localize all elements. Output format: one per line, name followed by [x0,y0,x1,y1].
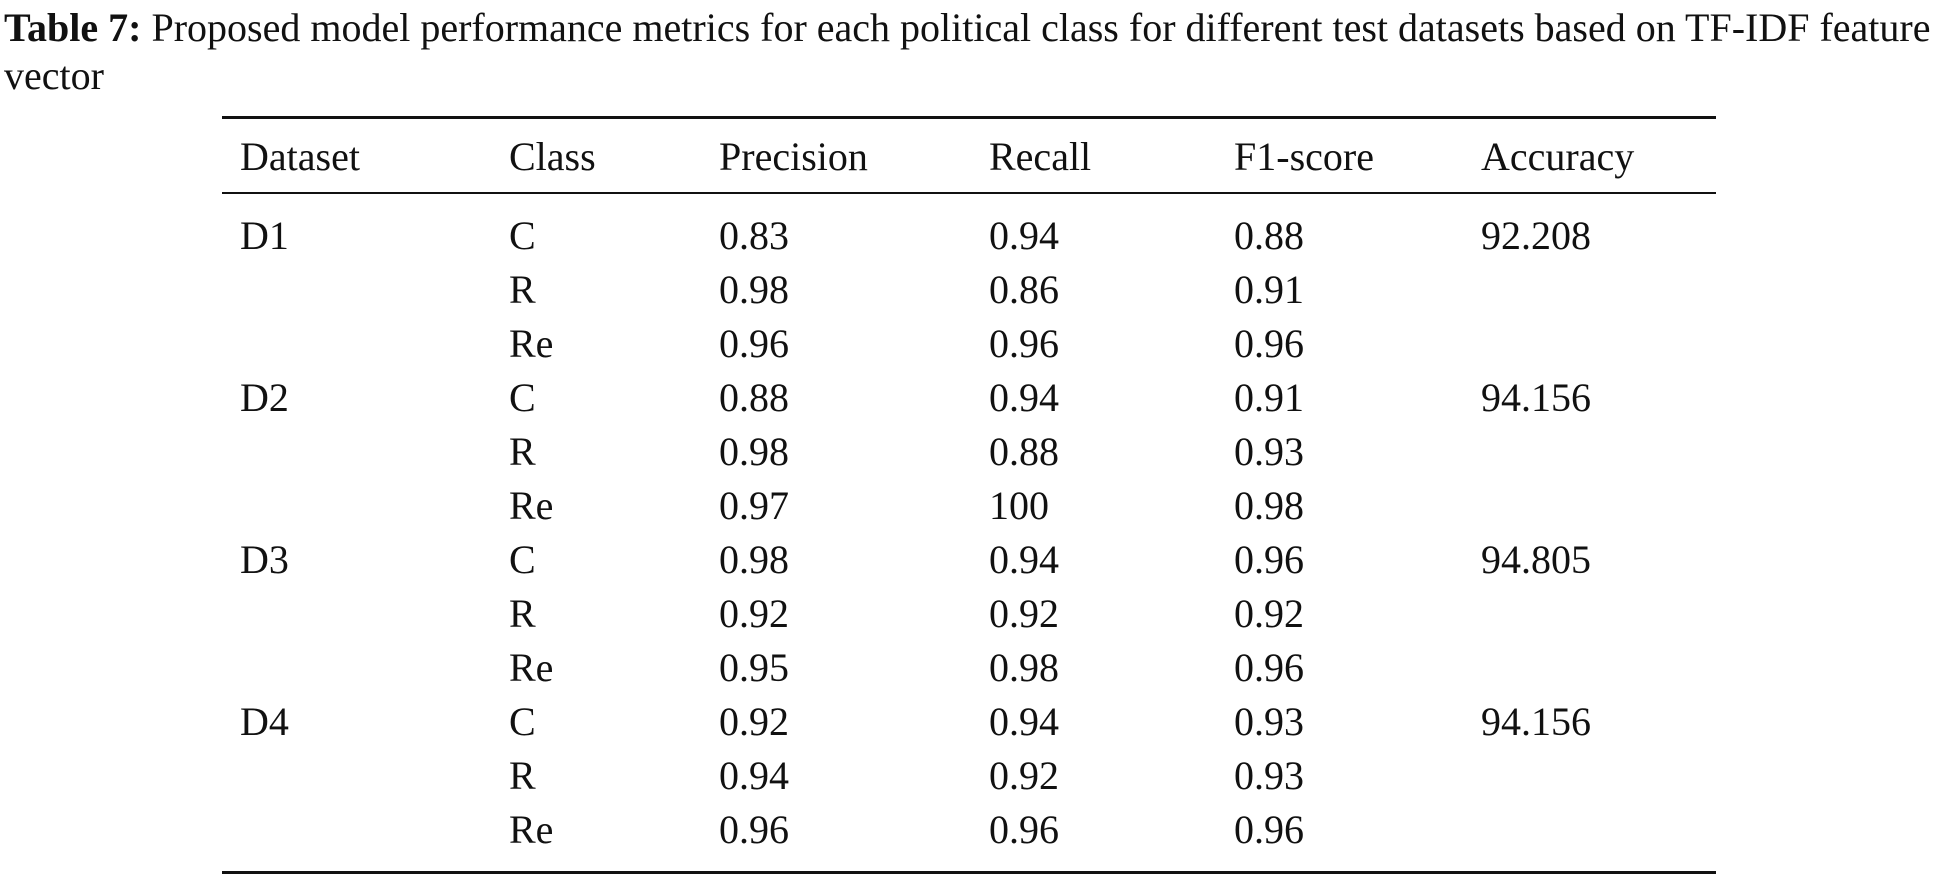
cell-precision: 0.98 [719,537,789,582]
cell-accuracy: 92.208 [1481,213,1591,258]
cell-f1-score: 0.91 [1234,267,1304,312]
cell-class: Re [509,483,554,528]
cell-recall: 0.98 [989,645,1059,690]
cell-f1-score: 0.96 [1234,321,1304,366]
cell-class: R [509,753,536,798]
cell-f1-score: 0.93 [1234,699,1304,744]
cell-recall: 0.96 [989,807,1059,852]
cell-f1-score: 0.92 [1234,591,1304,636]
cell-precision: 0.97 [719,483,789,528]
cell-precision: 0.96 [719,807,789,852]
cell-f1-score: 0.93 [1234,429,1304,474]
header-class: Class [509,134,596,179]
table-caption: Table 7: Proposed model performance metr… [4,4,1949,100]
cell-precision: 0.98 [719,267,789,312]
cell-recall: 0.92 [989,753,1059,798]
cell-class: C [509,537,536,582]
header-recall: Recall [989,134,1092,179]
header-precision: Precision [719,134,868,179]
cell-precision: 0.98 [719,429,789,474]
cell-dataset: D2 [240,375,289,420]
header-accuracy: Accuracy [1481,134,1635,179]
cell-recall: 0.94 [989,213,1059,258]
cell-precision: 0.83 [719,213,789,258]
cell-precision: 0.95 [719,645,789,690]
cell-class: R [509,591,536,636]
cell-recall: 100 [989,483,1049,528]
table-top-rule [222,116,1716,119]
cell-accuracy: 94.805 [1481,537,1591,582]
cell-dataset: D4 [240,699,289,744]
table-bottom-rule [222,871,1716,874]
cell-recall: 0.94 [989,375,1059,420]
cell-accuracy: 94.156 [1481,375,1591,420]
cell-recall: 0.88 [989,429,1059,474]
cell-class: R [509,267,536,312]
cell-class: C [509,699,536,744]
cell-precision: 0.88 [719,375,789,420]
header-dataset: Dataset [240,134,360,179]
caption-text: Proposed model performance metrics for e… [4,5,1931,98]
cell-recall: 0.92 [989,591,1059,636]
cell-recall: 0.94 [989,537,1059,582]
cell-f1-score: 0.96 [1234,645,1304,690]
cell-recall: 0.96 [989,321,1059,366]
cell-dataset: D3 [240,537,289,582]
cell-f1-score: 0.88 [1234,213,1304,258]
cell-f1-score: 0.91 [1234,375,1304,420]
table-header-rule [222,192,1716,194]
cell-f1-score: 0.96 [1234,807,1304,852]
cell-class: Re [509,807,554,852]
cell-recall: 0.94 [989,699,1059,744]
cell-class: Re [509,321,554,366]
cell-class: C [509,375,536,420]
cell-class: C [509,213,536,258]
caption-label: Table 7: [4,5,142,50]
cell-dataset: D1 [240,213,289,258]
cell-accuracy: 94.156 [1481,699,1591,744]
cell-precision: 0.92 [719,591,789,636]
cell-class: R [509,429,536,474]
cell-f1-score: 0.96 [1234,537,1304,582]
cell-precision: 0.92 [719,699,789,744]
cell-f1-score: 0.93 [1234,753,1304,798]
cell-class: Re [509,645,554,690]
cell-recall: 0.86 [989,267,1059,312]
cell-f1-score: 0.98 [1234,483,1304,528]
cell-precision: 0.94 [719,753,789,798]
cell-precision: 0.96 [719,321,789,366]
header-f1-score: F1-score [1234,134,1374,179]
